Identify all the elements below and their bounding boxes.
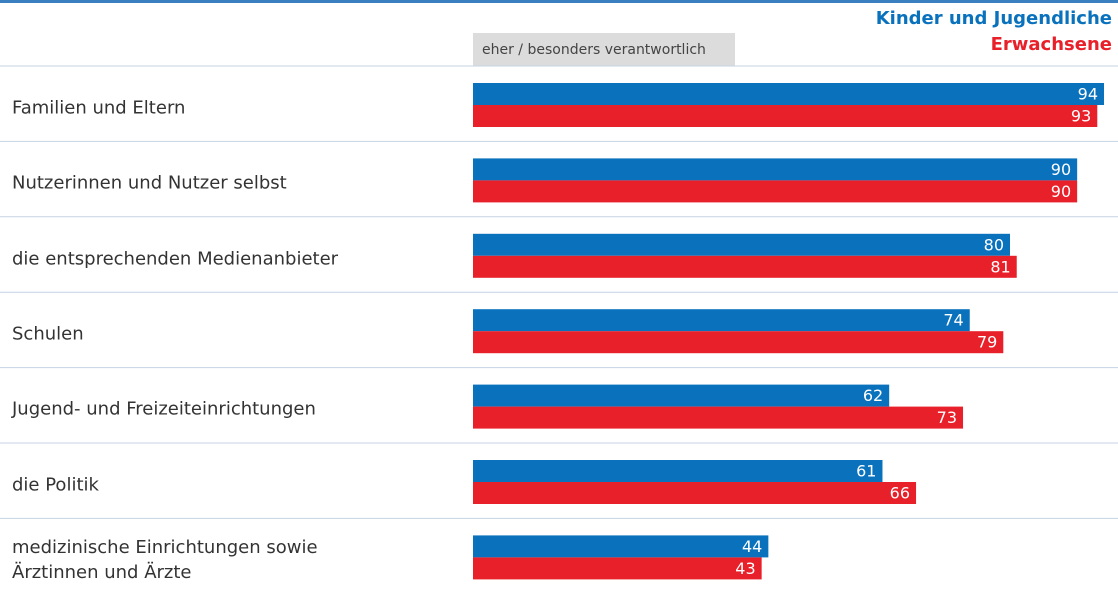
value-label: 74 <box>943 311 963 330</box>
bar <box>473 180 1078 203</box>
subtitle: eher / besonders verantwortlich <box>482 42 706 58</box>
value-label: 62 <box>863 386 883 405</box>
bar <box>473 331 1004 354</box>
bar <box>473 557 762 580</box>
bar <box>473 105 1098 127</box>
value-label: 90 <box>1051 160 1071 179</box>
bar <box>473 460 883 482</box>
category-label: die Politik <box>12 474 99 496</box>
bar <box>473 482 917 504</box>
bar <box>473 255 1017 278</box>
bar <box>473 233 1011 256</box>
legend-label: Erwachsene <box>991 34 1112 55</box>
value-label: 44 <box>742 537 762 556</box>
category-label: Nutzerinnen und Nutzer selbst <box>12 172 287 194</box>
bar <box>473 384 890 407</box>
bar <box>473 535 769 558</box>
value-label: 94 <box>1078 85 1098 104</box>
category-label: die entsprechenden Medienanbieter <box>12 248 339 269</box>
bar <box>473 83 1104 105</box>
value-label: 93 <box>1071 107 1091 126</box>
category-label: Schulen <box>12 323 84 345</box>
bar <box>473 406 964 429</box>
category-label: Jugend- und Freizeiteinrichtungen <box>12 398 316 420</box>
legend-label: Kinder und Jugendliche <box>876 8 1112 29</box>
value-label: 79 <box>977 333 997 352</box>
value-label: 43 <box>735 559 755 578</box>
bar <box>473 309 970 332</box>
category-label: Familien und Eltern <box>12 97 186 119</box>
value-label: 61 <box>856 462 876 481</box>
value-label: 90 <box>1051 182 1071 201</box>
value-label: 81 <box>990 257 1010 276</box>
value-label: 80 <box>984 235 1004 254</box>
value-label: 73 <box>937 408 957 427</box>
top-rule <box>0 0 1118 3</box>
bar <box>473 158 1078 181</box>
value-label: 66 <box>890 484 910 503</box>
subtitle-box <box>473 33 735 66</box>
category-label: medizinische Einrichtungen sowie Ärztinn… <box>12 537 318 584</box>
